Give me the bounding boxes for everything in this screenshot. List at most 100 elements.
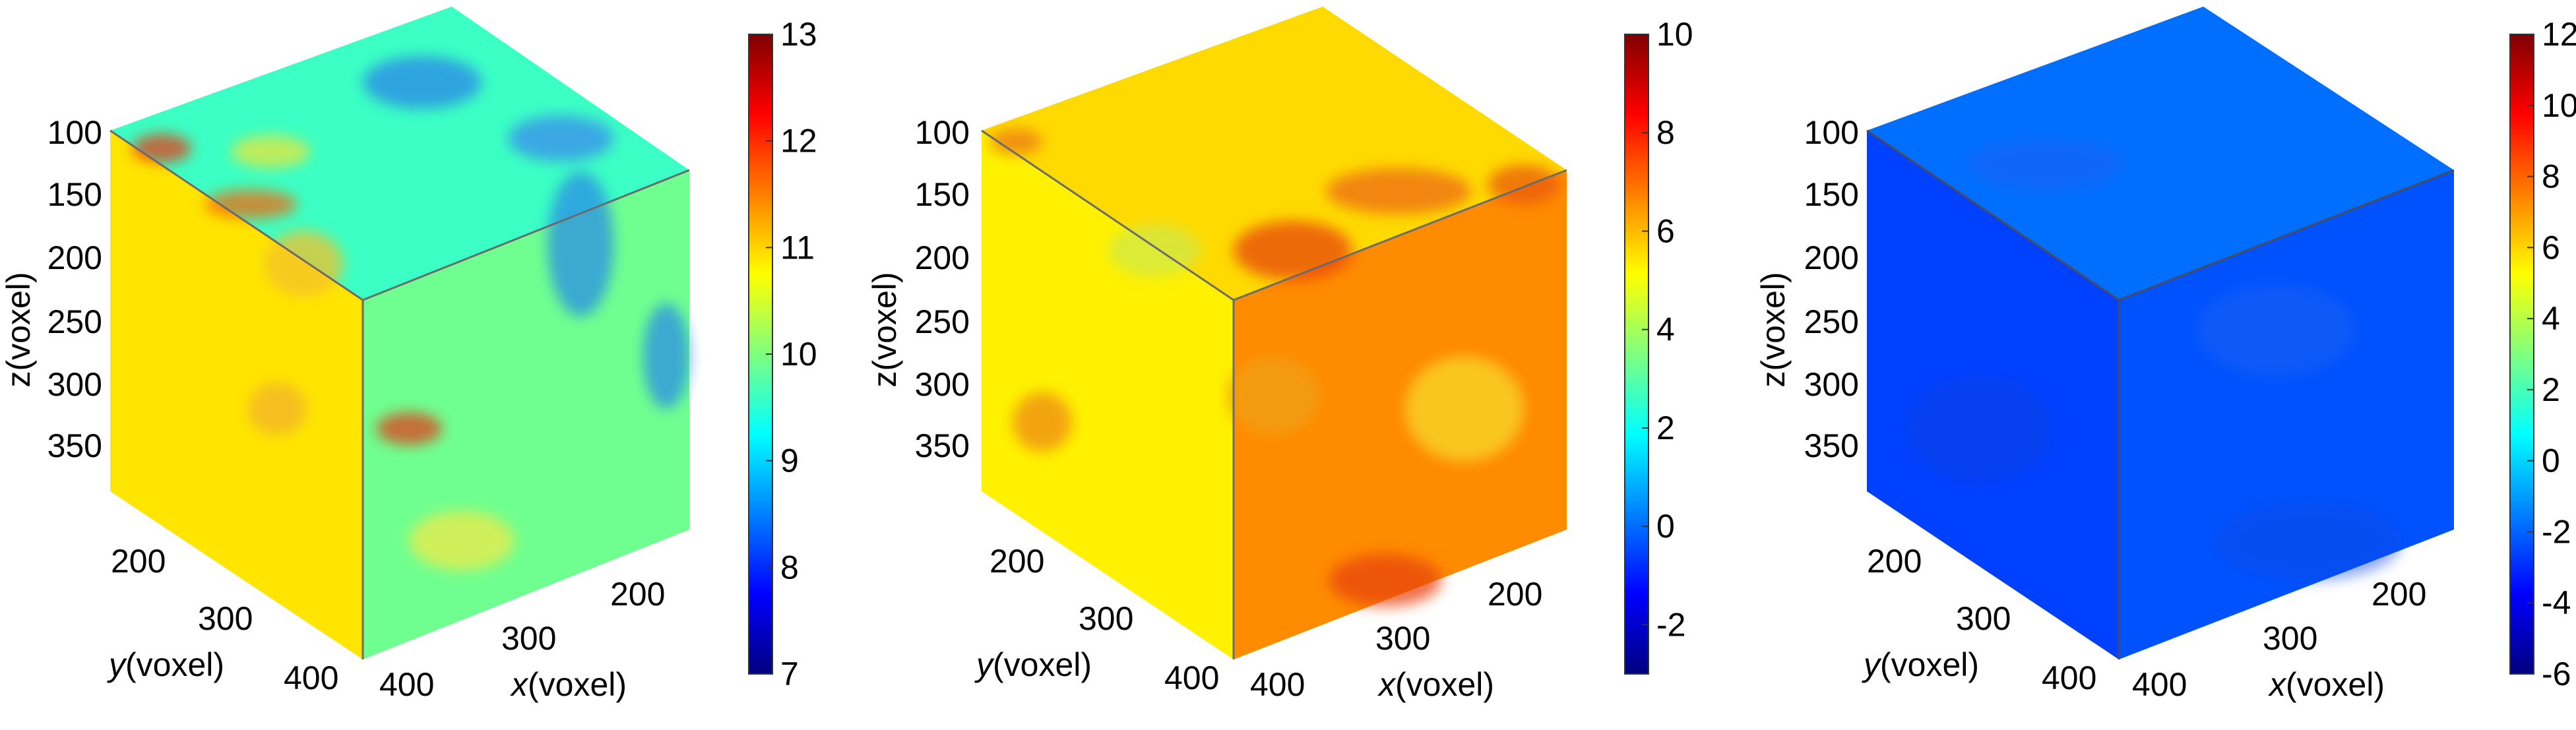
colorbar-tick-label: 8 xyxy=(1656,114,1675,151)
z-tick-label: 100 xyxy=(915,114,970,151)
cube-2 xyxy=(981,7,1567,659)
x-axis-var: x xyxy=(2268,666,2287,703)
z-tick-label: 150 xyxy=(915,176,970,213)
z-tick-label: 250 xyxy=(915,303,970,340)
colorbar-tick-label: 12 xyxy=(780,123,817,160)
z-tick-label: 350 xyxy=(1804,427,1859,464)
y-axis-label: y(voxel) xyxy=(974,646,1092,683)
colorbar-tick-label: 4 xyxy=(1656,311,1675,348)
z-axis-3: 100 150 200 250 300 350 z(voxel) xyxy=(1755,114,1859,464)
colorbar-tick-label: 10 xyxy=(780,336,817,373)
x-tick-label: 400 xyxy=(2132,666,2187,703)
cube-3 xyxy=(1866,7,2455,659)
x-axis-var: x xyxy=(1377,666,1397,703)
x-axis-unit: (voxel) xyxy=(528,666,627,703)
y-axis-unit: (voxel) xyxy=(125,646,224,683)
colorbar-tick-label: -4 xyxy=(2542,584,2571,621)
x-tick-label: 200 xyxy=(2372,576,2426,613)
x-tick-label: 400 xyxy=(1250,666,1305,703)
z-tick-label: 350 xyxy=(915,427,970,464)
z-tick-label: 250 xyxy=(47,303,102,340)
z-tick-label: 300 xyxy=(915,366,970,403)
y-tick-label: 400 xyxy=(284,659,338,696)
z-tick-label: 150 xyxy=(47,176,102,213)
x-axis-label: x(voxel) xyxy=(2268,666,2385,703)
colorbar-tick-label: 10 xyxy=(2542,87,2576,124)
y-tick-label: 400 xyxy=(1164,659,1219,696)
z-axis-2: 100 150 200 250 300 350 z(voxel) xyxy=(866,114,970,464)
x-axis-3: 200 300 400 x(voxel) xyxy=(2132,576,2426,703)
colorbar-tick-label: 10 xyxy=(1656,16,1693,53)
colorbar-tick-label: 7 xyxy=(780,655,799,692)
z-tick-label: 300 xyxy=(1804,366,1859,403)
y-axis-3: 200 300 400 y(voxel) xyxy=(1862,543,2096,696)
colorbar-3-scale xyxy=(2509,34,2534,675)
colorbar-tick-label: 0 xyxy=(2542,442,2560,479)
y-axis-unit: (voxel) xyxy=(1880,646,1979,683)
x-tick-label: 200 xyxy=(1488,576,1542,613)
colorbar-tick-label: -2 xyxy=(1656,606,1685,643)
colorbar-tick-label: -2 xyxy=(2542,513,2571,550)
cube-1 xyxy=(110,7,690,659)
z-tick-label: 200 xyxy=(1804,239,1859,276)
x-axis-var: x xyxy=(510,666,529,703)
y-tick-label: 300 xyxy=(1956,600,2011,637)
y-axis-unit: (voxel) xyxy=(993,646,1092,683)
colorbar-tick-label: 6 xyxy=(1656,212,1675,249)
y-tick-label: 200 xyxy=(111,543,166,580)
colorbar-tick-label: -6 xyxy=(2542,655,2571,692)
x-tick-label: 300 xyxy=(501,620,556,657)
colorbar-tick-label: 6 xyxy=(2542,229,2560,266)
cube-3-texture xyxy=(1906,138,2401,580)
z-tick-label: 150 xyxy=(1804,176,1859,213)
z-axis-1: 100 150 200 250 300 350 z(voxel) xyxy=(0,114,102,464)
z-tick-label: 100 xyxy=(47,114,102,151)
x-tick-label: 200 xyxy=(610,576,665,613)
z-tick-label: 300 xyxy=(47,366,102,403)
colorbar-3: -6 -4 -2 0 2 4 6 8 10 12 xyxy=(2509,16,2576,692)
panel-3: 100 150 200 250 300 350 z(voxel) 200 300… xyxy=(1755,7,2576,703)
y-tick-label: 300 xyxy=(198,600,253,637)
x-axis-unit: (voxel) xyxy=(1395,666,1494,703)
cube-1-edges xyxy=(110,129,690,659)
z-tick-label: 200 xyxy=(915,239,970,276)
z-tick-label: 100 xyxy=(1804,114,1859,151)
colorbar-tick-label: 2 xyxy=(1656,410,1675,446)
y-tick-label: 400 xyxy=(2042,659,2096,696)
x-axis-label: x(voxel) xyxy=(510,666,627,703)
y-axis-2: 200 300 400 y(voxel) xyxy=(974,543,1219,696)
colorbar-tick-label: 4 xyxy=(2542,300,2560,337)
colorbar-2-scale xyxy=(1624,34,1649,675)
y-axis-var: y xyxy=(107,646,127,683)
z-tick-label: 350 xyxy=(47,427,102,464)
colorbar-tick-label: 11 xyxy=(780,229,815,266)
colorbar-tick-label: 13 xyxy=(780,16,817,53)
colorbar-tick-label: 12 xyxy=(2542,16,2576,53)
y-tick-label: 200 xyxy=(990,543,1044,580)
z-tick-label: 250 xyxy=(1804,303,1859,340)
z-axis-label: z(voxel) xyxy=(1755,272,1792,387)
y-tick-label: 200 xyxy=(1867,543,1922,580)
z-tick-label: 200 xyxy=(47,239,102,276)
x-axis-label: x(voxel) xyxy=(1377,666,1494,703)
x-axis-unit: (voxel) xyxy=(2286,666,2385,703)
cube-2-texture xyxy=(990,129,1560,607)
x-axis-1: 200 300 400 x(voxel) xyxy=(379,576,665,703)
y-axis-1: 200 300 400 y(voxel) xyxy=(107,543,338,696)
x-tick-label: 400 xyxy=(379,666,434,703)
x-axis-2: 200 300 400 x(voxel) xyxy=(1250,576,1542,703)
cube-2-right-face xyxy=(1234,170,1567,659)
z-axis-label: z(voxel) xyxy=(0,272,37,387)
colorbar-tick-label: 0 xyxy=(1656,508,1675,545)
x-tick-label: 300 xyxy=(1375,620,1430,657)
colorbar-tick-label: 8 xyxy=(780,549,799,586)
panel-1: 100 150 200 250 300 350 z(voxel) 200 300… xyxy=(0,7,817,703)
cube-3-edges xyxy=(1866,129,2455,659)
colorbar-tick-label: 8 xyxy=(2542,158,2560,195)
z-axis-label: z(voxel) xyxy=(866,272,903,387)
y-axis-label: y(voxel) xyxy=(107,646,224,683)
y-axis-var: y xyxy=(974,646,995,683)
y-axis-label: y(voxel) xyxy=(1862,646,1979,683)
panel-2: 100 150 200 250 300 350 z(voxel) 200 300… xyxy=(866,7,1693,703)
